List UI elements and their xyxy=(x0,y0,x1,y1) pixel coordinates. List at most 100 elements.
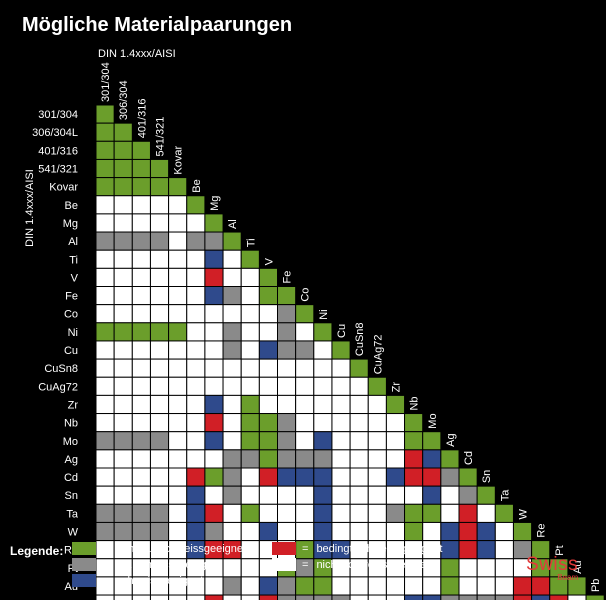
matrix-cell-Ta-Ag xyxy=(440,503,460,523)
matrix-cell-Cu-Al xyxy=(222,340,242,360)
matrix-cell-W-Fe xyxy=(277,521,297,542)
matrix-cell-Mg-306/304L xyxy=(113,213,133,233)
row-label-Ag: Ag xyxy=(65,454,78,466)
matrix-cell-Ta-Sn xyxy=(476,503,496,523)
column-label-Al: Al xyxy=(227,219,239,229)
matrix-cell-Cu-V xyxy=(258,340,279,360)
matrix-cell-Mg-Be xyxy=(186,213,206,233)
matrix-cell-Pt-Nb xyxy=(404,558,424,578)
matrix-cell-Cd-Cd xyxy=(458,467,478,487)
matrix-cell-Sn-Cu xyxy=(331,485,351,505)
matrix-cell-Re-Ni xyxy=(313,540,333,560)
matrix-cell-CuAg72-Al xyxy=(222,376,242,396)
column-label-Kovar: Kovar xyxy=(173,146,185,175)
matrix-cell-Sn-Ag xyxy=(440,485,460,505)
matrix-cell-Ni-301/304 xyxy=(95,322,115,342)
matrix-cell-Ta-Ti xyxy=(240,503,260,523)
matrix-cell-Ni-Co xyxy=(295,322,315,342)
matrix-cell-Pb-Ag xyxy=(440,594,460,600)
matrix-cell-Zr-V xyxy=(258,394,279,415)
matrix-cell-Nb-Kovar xyxy=(168,413,188,433)
matrix-cell-Al-Be xyxy=(186,231,206,251)
matrix-cell-Nb-301/304 xyxy=(95,413,115,433)
row-label-Au: Au xyxy=(65,581,78,593)
matrix-cell-Zr-CuAg72 xyxy=(367,394,387,415)
matrix-cell-Mo-Ti xyxy=(240,431,260,451)
matrix-cell-Al-401/316 xyxy=(131,231,151,251)
matrix-cell-Sn-Nb xyxy=(404,485,424,505)
matrix-cell-Pt-Ta xyxy=(494,558,514,578)
matrix-cell-Ni-Ni xyxy=(313,322,333,342)
matrix-cell-Re-306/304L xyxy=(113,540,133,560)
matrix-cell-Zr-Fe xyxy=(277,394,297,415)
matrix-cell-Re-301/304 xyxy=(95,540,115,560)
matrix-cell-Nb-401/316 xyxy=(131,413,151,433)
matrix-cell-Sn-Mg xyxy=(204,485,224,505)
matrix-cell-Mo-Co xyxy=(295,431,315,451)
matrix-cell-Co-541/321 xyxy=(149,304,170,324)
column-label-CuAg72: CuAg72 xyxy=(372,334,384,374)
matrix-cell-CuSn8-Al xyxy=(222,358,242,378)
matrix-cell-Ti-Kovar xyxy=(168,249,188,269)
matrix-cell-CuSn8-Ti xyxy=(240,358,260,378)
matrix-cell-W-Ti xyxy=(240,521,260,542)
matrix-cell-CuAg72-541/321 xyxy=(149,376,170,396)
matrix-cell-Au-Zr xyxy=(385,576,406,596)
matrix-cell-Ag-CuAg72 xyxy=(367,449,387,469)
matrix-cell-Pb-541/321 xyxy=(149,594,170,600)
matrix-cell-Pt-Ti xyxy=(240,558,260,578)
matrix-cell-Ni-Be xyxy=(186,322,206,342)
matrix-cell-Ag-Fe xyxy=(277,449,297,469)
matrix-cell-Zr-CuSn8 xyxy=(349,394,369,415)
matrix-cell-Au-Ni xyxy=(313,576,333,596)
matrix-cell-Ag-Kovar xyxy=(168,449,188,469)
matrix-cell-Sn-306/304L xyxy=(113,485,133,505)
column-label-V: V xyxy=(263,257,275,265)
matrix-cell-Ta-Mo xyxy=(422,503,442,523)
matrix-cell-Nb-Zr xyxy=(385,413,406,433)
matrix-cell-Cd-Kovar xyxy=(168,467,188,487)
matrix-cell-Zr-541/321 xyxy=(149,394,170,415)
matrix-cell-Nb-Al xyxy=(222,413,242,433)
matrix-cell-Re-Zr xyxy=(385,540,406,560)
column-label-541/321: 541/321 xyxy=(155,117,167,157)
matrix-cell-Cd-Nb xyxy=(404,467,424,487)
matrix-cell-W-301/304 xyxy=(95,521,115,542)
matrix-cell-Pt-306/304L xyxy=(113,558,133,578)
matrix-cell-Sn-CuSn8 xyxy=(349,485,369,505)
matrix-cell-Sn-Zr xyxy=(385,485,406,505)
matrix-cell-Cu-541/321 xyxy=(149,340,170,360)
matrix-cell-Cu-Kovar xyxy=(168,340,188,360)
matrix-cell-Sn-Mo xyxy=(422,485,442,505)
matrix-cell-Fe-Be xyxy=(186,286,206,306)
matrix-cell-Be-401/316 xyxy=(131,195,151,215)
matrix-cell-Al-306/304L xyxy=(113,231,133,251)
matrix-cell-Pb-Pt xyxy=(549,594,569,600)
matrix-cell-Zr-Cu xyxy=(331,394,351,415)
din-top-axis-label: DIN 1.4xxx/AISI xyxy=(98,48,176,60)
matrix-cell-Ta-541/321 xyxy=(149,503,170,523)
matrix-cell-Ag-Ni xyxy=(313,449,333,469)
matrix-cell-CuSn8-Be xyxy=(186,358,206,378)
matrix-cell-Nb-Cu xyxy=(331,413,351,433)
matrix-cell-CuAg72-CuSn8 xyxy=(349,376,369,396)
matrix-cell-Pb-Kovar xyxy=(168,594,188,600)
matrix-cell-Au-Re xyxy=(531,576,551,596)
matrix-cell-CuSn8-Kovar xyxy=(168,358,188,378)
matrix-cell-W-Ta xyxy=(494,521,514,542)
swissbeam-logo: Swiss Beam xyxy=(526,555,578,582)
matrix-cell-W-401/316 xyxy=(131,521,151,542)
matrix-cell-Sn-Cd xyxy=(458,485,478,505)
matrix-cell-Au-W xyxy=(512,576,533,596)
matrix-cell-CuAg72-V xyxy=(258,376,279,396)
matrix-cell-Ti-Mg xyxy=(204,249,224,269)
matrix-cell-Au-306/304L xyxy=(113,576,133,596)
matrix-cell-Pb-Au xyxy=(567,594,587,600)
matrix-cell-401/316-306/304L xyxy=(113,140,133,160)
matrix-cell-Pb-Sn xyxy=(476,594,496,600)
matrix-cell-Pt-Co xyxy=(295,558,315,578)
matrix-cell-Fe-Al xyxy=(222,286,242,306)
matrix-cell-Ni-Kovar xyxy=(168,322,188,342)
matrix-cell-541/321-301/304 xyxy=(95,158,115,179)
